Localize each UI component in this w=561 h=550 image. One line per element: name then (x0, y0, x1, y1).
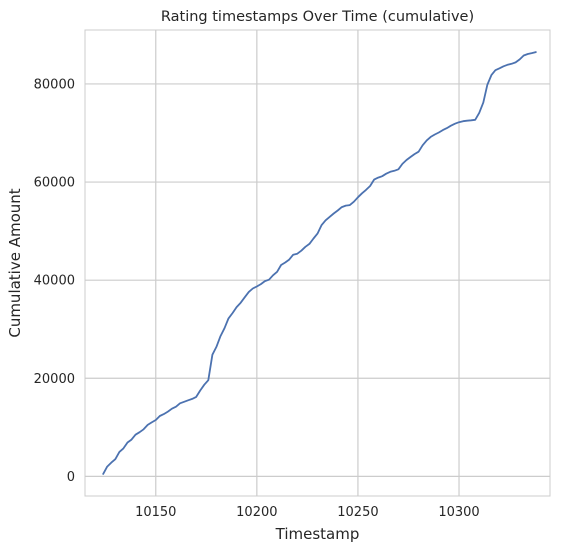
chart-title: Rating timestamps Over Time (cumulative) (161, 9, 474, 25)
y-axis-title: Cumulative Amount (6, 188, 24, 337)
x-tick-label: 10200 (236, 505, 277, 520)
series-layer (102, 51, 537, 475)
x-tick-label: 10250 (337, 505, 378, 520)
x-tick-label: 10300 (438, 505, 479, 520)
y-tick-label: 20000 (34, 372, 75, 387)
y-axis-ticks: 0 20000 40000 60000 80000 (34, 77, 75, 484)
plot-frame (84, 29, 551, 497)
y-tick-label: 80000 (34, 77, 75, 92)
x-axis-title: Timestamp (275, 525, 360, 543)
y-tick-label: 60000 (34, 176, 75, 191)
grid-lines (85, 30, 550, 496)
plot-background (85, 30, 550, 496)
x-tick-label: 10150 (135, 505, 176, 520)
y-tick-label: 0 (67, 470, 75, 485)
series-line (102, 51, 537, 475)
y-tick-label: 40000 (34, 274, 75, 289)
x-axis-ticks: 10150 10200 10250 10300 (135, 505, 480, 520)
